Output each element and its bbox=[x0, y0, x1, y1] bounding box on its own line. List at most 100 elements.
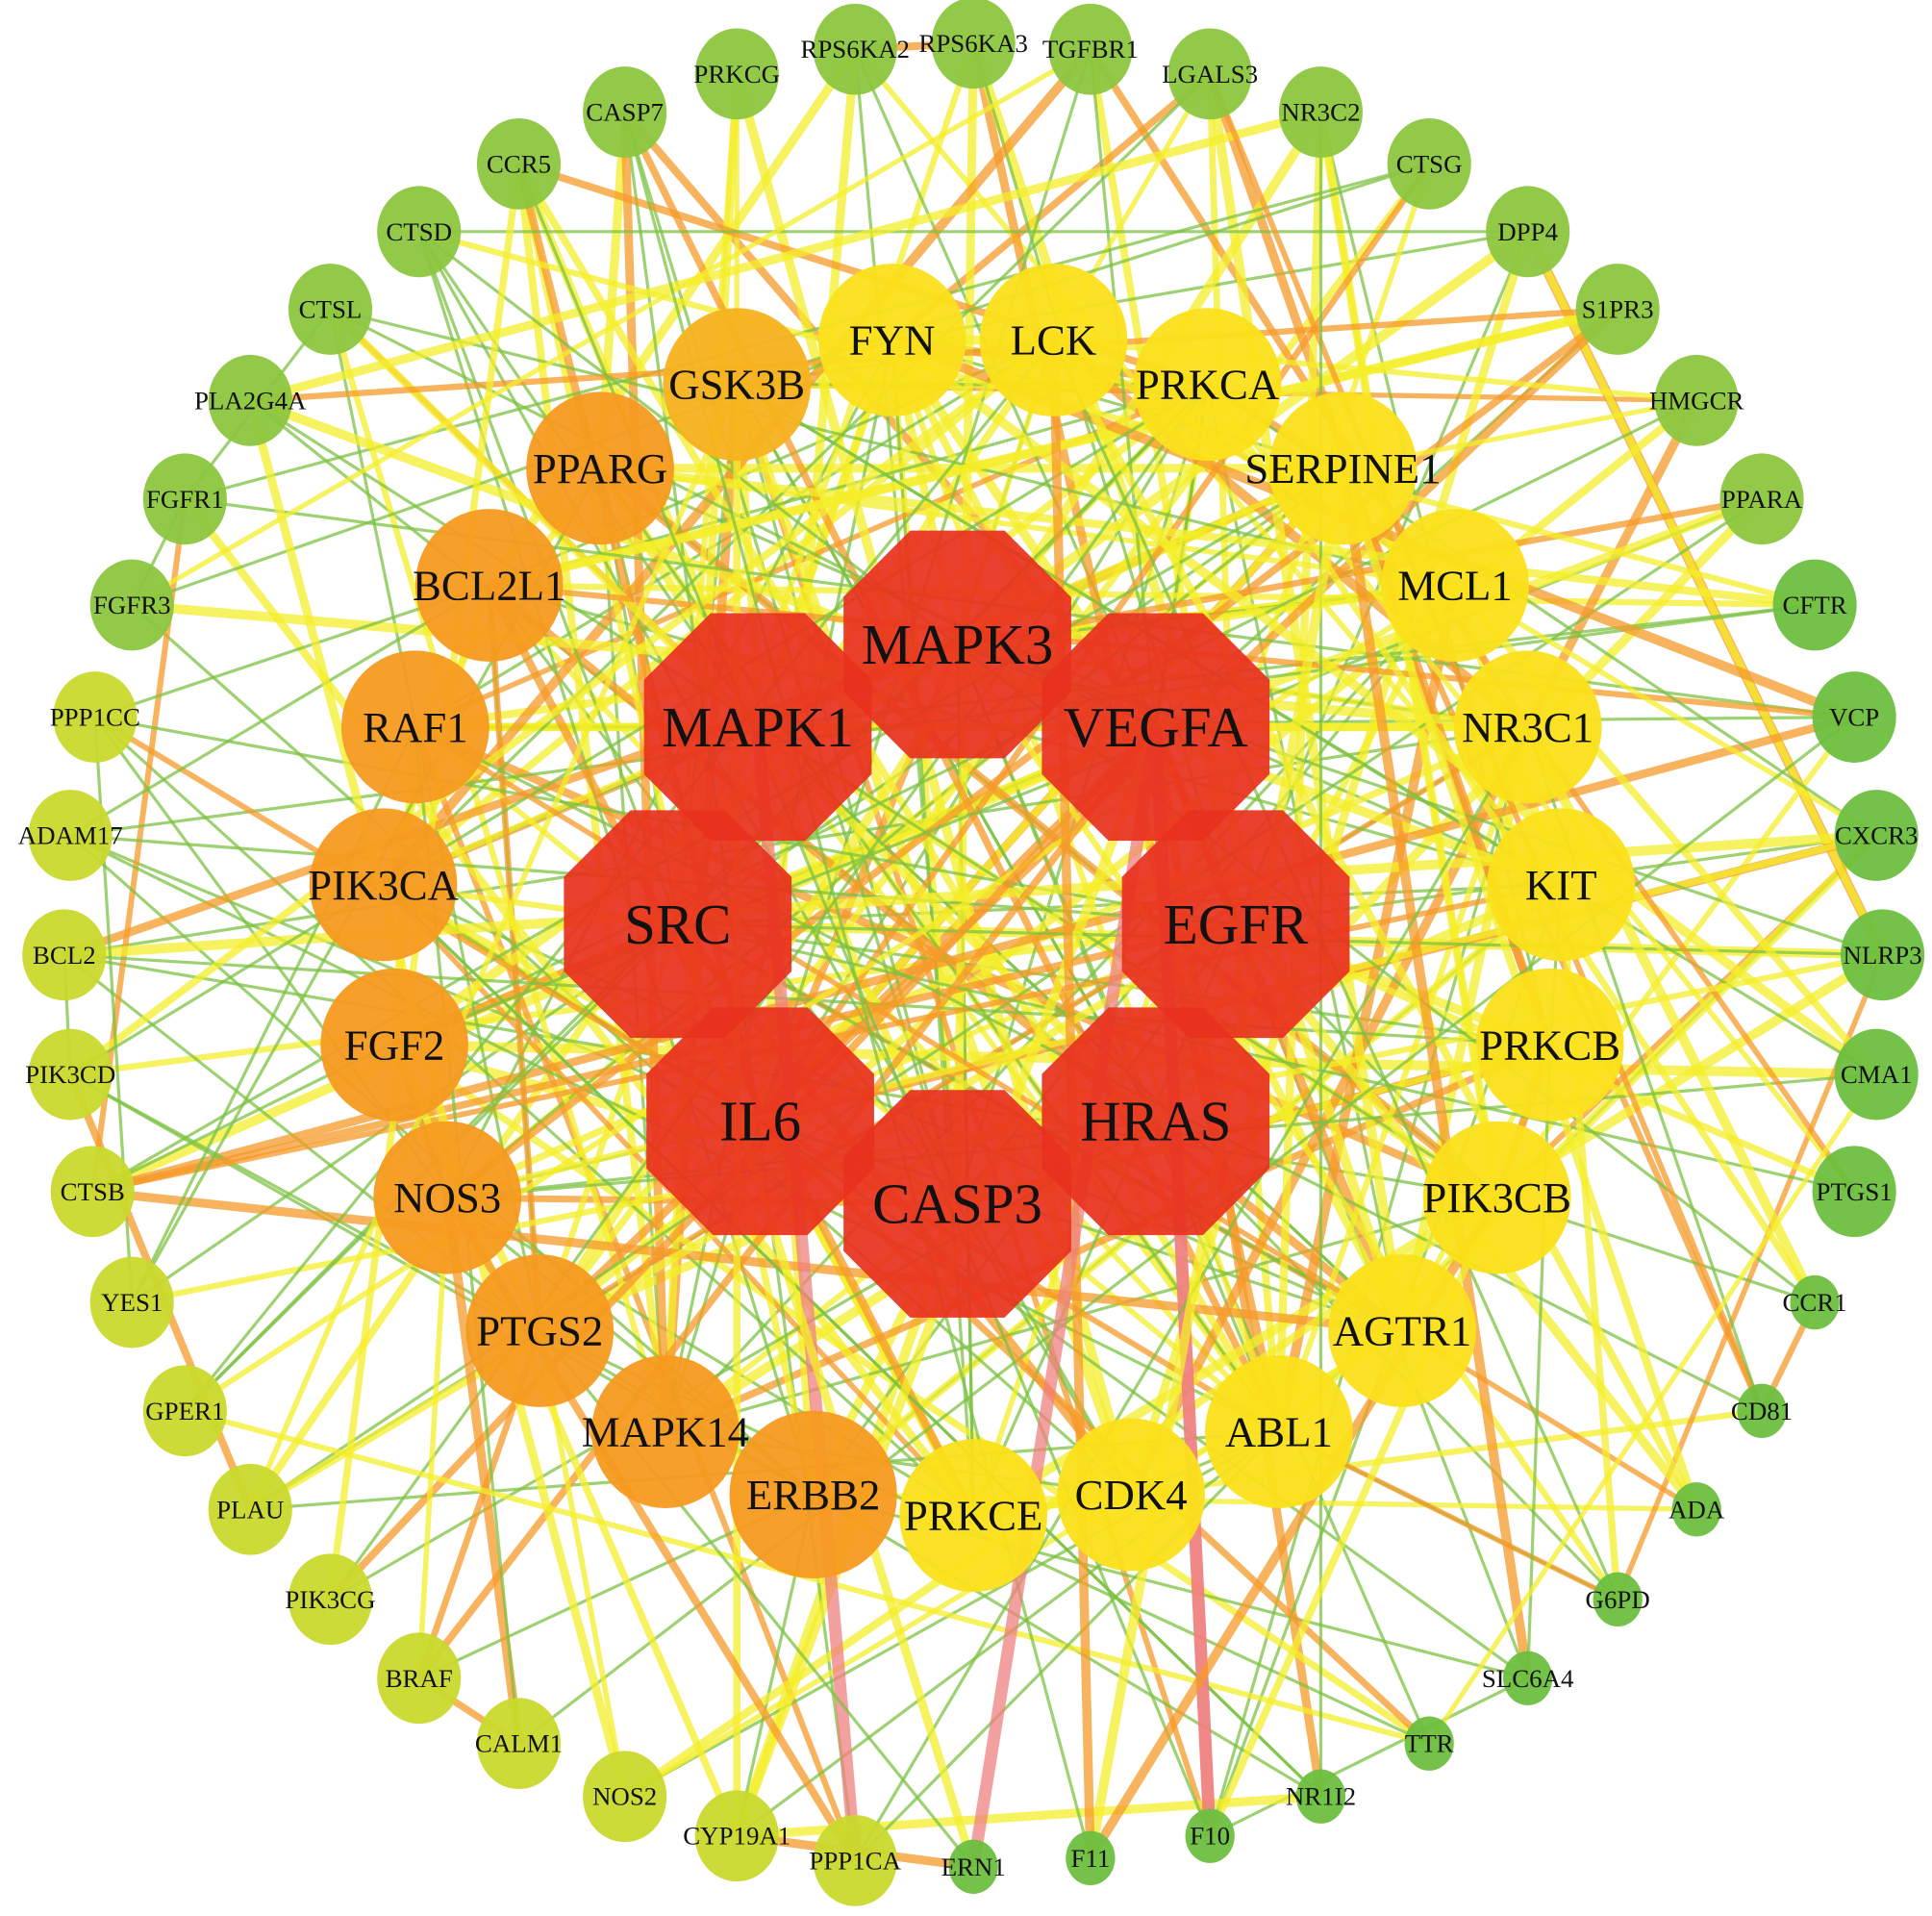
node-ccr5[interactable]: CCR5 bbox=[476, 117, 562, 210]
node-ctsb[interactable]: CTSB bbox=[50, 1146, 135, 1238]
node-gper1[interactable]: GPER1 bbox=[142, 1365, 227, 1457]
node-adam17[interactable]: ADAM17 bbox=[18, 790, 123, 881]
node-label: EGFR bbox=[1164, 893, 1309, 956]
circle-node-shape bbox=[1593, 1572, 1643, 1626]
node-dpp4[interactable]: DPP4 bbox=[1486, 186, 1570, 278]
node-ctsd[interactable]: CTSD bbox=[377, 186, 462, 278]
node-nos3[interactable]: NOS3 bbox=[373, 1121, 522, 1274]
node-fgfr1[interactable]: FGFR1 bbox=[142, 453, 227, 545]
node-ppp1cc[interactable]: PPP1CC bbox=[50, 671, 140, 763]
node-calm1[interactable]: CALM1 bbox=[475, 1698, 563, 1790]
node-mapk3[interactable]: MAPK3 bbox=[843, 530, 1071, 759]
node-g6pd[interactable]: G6PD bbox=[1586, 1572, 1650, 1626]
circle-node-shape bbox=[1422, 1121, 1571, 1274]
circle-node-shape bbox=[1654, 354, 1739, 446]
node-label: CMA1 bbox=[1841, 1060, 1913, 1089]
node-pik3cg[interactable]: PIK3CG bbox=[285, 1553, 376, 1646]
node-ppp1ca[interactable]: PPP1CA bbox=[809, 1814, 902, 1906]
node-vegfa[interactable]: VEGFA bbox=[1041, 613, 1270, 842]
node-cxcr3[interactable]: CXCR3 bbox=[1834, 790, 1919, 881]
node-nos2[interactable]: NOS2 bbox=[583, 1751, 667, 1843]
node-casp3[interactable]: CASP3 bbox=[843, 1090, 1071, 1318]
edge bbox=[330, 307, 1456, 588]
node-prkce[interactable]: PRKCE bbox=[899, 1439, 1048, 1593]
circle-node-shape bbox=[1404, 1716, 1454, 1771]
node-prkcb[interactable]: PRKCB bbox=[1475, 968, 1624, 1122]
node-il6[interactable]: IL6 bbox=[646, 1007, 874, 1236]
node-label: HRAS bbox=[1080, 1090, 1231, 1153]
node-ptgs1[interactable]: PTGS1 bbox=[1812, 1146, 1896, 1238]
node-nr3c1[interactable]: NR3C1 bbox=[1453, 650, 1602, 804]
node-abl1[interactable]: ABL1 bbox=[1205, 1355, 1353, 1508]
node-rps6ka3[interactable]: RPS6KA3 bbox=[918, 0, 1028, 89]
node-ctsl[interactable]: CTSL bbox=[288, 264, 373, 355]
node-ccr1[interactable]: CCR1 bbox=[1782, 1274, 1847, 1330]
node-slc6a4[interactable]: SLC6A4 bbox=[1482, 1651, 1574, 1705]
edge bbox=[93, 716, 975, 1517]
node-egfr[interactable]: EGFR bbox=[1121, 810, 1350, 1039]
node-s1pr3[interactable]: S1PR3 bbox=[1575, 264, 1660, 355]
node-casp7[interactable]: CASP7 bbox=[583, 66, 667, 158]
node-serpine1[interactable]: SERPINE1 bbox=[1244, 391, 1442, 545]
node-label: IL6 bbox=[719, 1090, 801, 1153]
node-ttr[interactable]: TTR bbox=[1404, 1716, 1454, 1771]
node-cftr[interactable]: CFTR bbox=[1772, 559, 1857, 651]
node-kit[interactable]: KIT bbox=[1487, 808, 1636, 962]
node-mcl1[interactable]: MCL1 bbox=[1381, 509, 1529, 662]
node-erbb2[interactable]: ERBB2 bbox=[729, 1410, 897, 1578]
node-lgals3[interactable]: LGALS3 bbox=[1162, 28, 1258, 120]
node-rps6ka2[interactable]: RPS6KA2 bbox=[800, 3, 910, 95]
node-label: VEGFA bbox=[1064, 695, 1248, 759]
node-prkca[interactable]: PRKCA bbox=[1133, 308, 1282, 462]
circle-node-shape bbox=[89, 559, 174, 651]
node-ada[interactable]: ADA bbox=[1669, 1482, 1725, 1537]
node-nlrp3[interactable]: NLRP3 bbox=[1841, 909, 1925, 1001]
node-plau[interactable]: PLAU bbox=[208, 1463, 292, 1555]
node-hmgcr[interactable]: HMGCR bbox=[1649, 354, 1744, 446]
node-fgfr3[interactable]: FGFR3 bbox=[89, 559, 174, 651]
node-mapk14[interactable]: MAPK14 bbox=[582, 1355, 749, 1508]
node-label: PPARG bbox=[533, 444, 667, 492]
node-ern1[interactable]: ERN1 bbox=[941, 1839, 1006, 1894]
node-cyp19a1[interactable]: CYP19A1 bbox=[683, 1790, 790, 1882]
node-hras[interactable]: HRAS bbox=[1041, 1007, 1270, 1236]
circle-node-shape bbox=[414, 509, 564, 662]
node-lck[interactable]: LCK bbox=[979, 264, 1128, 416]
node-ptgs2[interactable]: PTGS2 bbox=[465, 1254, 615, 1407]
node-tgfbr1[interactable]: TGFBR1 bbox=[1042, 3, 1139, 95]
node-label: PLA2G4A bbox=[194, 386, 307, 415]
node-cma1[interactable]: CMA1 bbox=[1834, 1028, 1919, 1121]
node-braf[interactable]: BRAF bbox=[377, 1632, 462, 1725]
node-mapk1[interactable]: MAPK1 bbox=[643, 613, 872, 842]
node-bcl2l1[interactable]: BCL2L1 bbox=[413, 509, 565, 662]
node-pla2g4a[interactable]: PLA2G4A bbox=[194, 354, 307, 446]
node-raf1[interactable]: RAF1 bbox=[341, 650, 489, 804]
node-ctsg[interactable]: CTSG bbox=[1387, 117, 1471, 210]
node-agtr1[interactable]: AGTR1 bbox=[1328, 1254, 1476, 1407]
node-bcl2[interactable]: BCL2 bbox=[22, 909, 107, 1001]
node-nr1i2[interactable]: NR1I2 bbox=[1286, 1769, 1356, 1824]
node-label: RAF1 bbox=[363, 703, 468, 751]
node-label: F10 bbox=[1190, 1822, 1230, 1851]
node-yes1[interactable]: YES1 bbox=[89, 1256, 174, 1349]
node-pik3cd[interactable]: PIK3CD bbox=[25, 1028, 115, 1121]
node-f10[interactable]: F10 bbox=[1185, 1808, 1235, 1863]
node-label: FGFR1 bbox=[146, 485, 224, 514]
node-cd81[interactable]: CD81 bbox=[1731, 1383, 1793, 1438]
node-src[interactable]: SRC bbox=[564, 810, 792, 1039]
node-fgf2[interactable]: FGF2 bbox=[320, 968, 468, 1122]
node-pik3cb[interactable]: PIK3CB bbox=[1422, 1121, 1571, 1274]
node-pik3ca[interactable]: PIK3CA bbox=[308, 808, 460, 962]
node-cdk4[interactable]: CDK4 bbox=[1057, 1418, 1206, 1572]
node-fyn[interactable]: FYN bbox=[817, 264, 966, 416]
node-label: LGALS3 bbox=[1162, 60, 1258, 88]
node-vcp[interactable]: VCP bbox=[1812, 671, 1896, 763]
node-gsk3b[interactable]: GSK3B bbox=[663, 308, 812, 462]
node-nr3c2[interactable]: NR3C2 bbox=[1278, 66, 1363, 158]
node-prkcg[interactable]: PRKCG bbox=[693, 28, 780, 120]
octagon-node-shape bbox=[1041, 1007, 1270, 1236]
node-pparg[interactable]: PPARG bbox=[526, 391, 674, 545]
node-ppara[interactable]: PPARA bbox=[1719, 453, 1804, 545]
node-label: LCK bbox=[1011, 316, 1097, 365]
node-f11[interactable]: F11 bbox=[1066, 1830, 1116, 1885]
